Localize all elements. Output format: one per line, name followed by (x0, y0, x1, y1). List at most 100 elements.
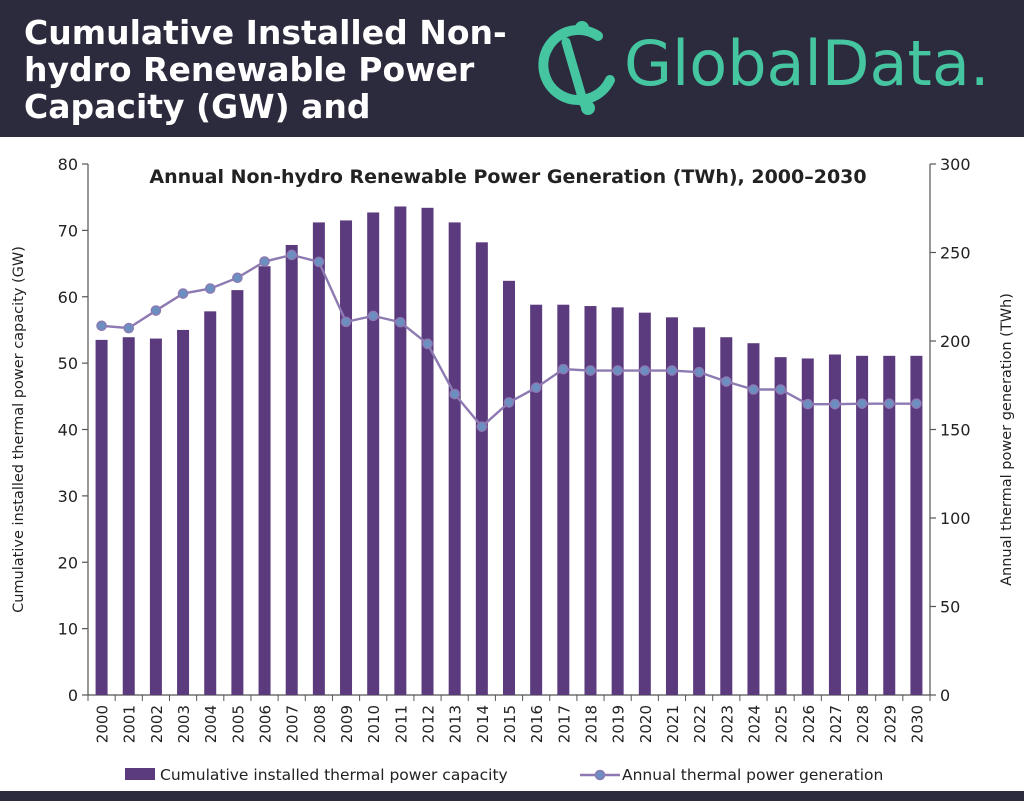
y-left-tick-label: 10 (58, 620, 78, 639)
generation-point (775, 384, 786, 395)
generation-point (720, 376, 732, 387)
generation-point (177, 288, 189, 299)
generation-point (259, 256, 270, 267)
generation-point (693, 366, 705, 378)
legend-swatch-capacity (125, 768, 155, 780)
x-tick-label: 2011 (392, 705, 410, 743)
x-tick-label: 2002 (148, 705, 166, 743)
generation-point (612, 365, 623, 376)
y-left-tick-label: 60 (58, 288, 78, 307)
x-tick-label: 2024 (745, 705, 763, 743)
generation-point (883, 398, 895, 409)
x-tick-label: 2000 (94, 705, 112, 743)
x-tick-label: 2004 (202, 705, 220, 743)
capacity-bar (557, 304, 570, 695)
capacity-bar (774, 357, 787, 695)
capacity-bar (665, 317, 678, 695)
generation-point (150, 305, 162, 316)
globaldata-logo: GlobalData. (532, 20, 1012, 118)
capacity-bar (883, 355, 896, 695)
legend-label-generation: Annual thermal power generation (622, 766, 883, 784)
y-left-axis-label: Cumulative installed thermal power capac… (11, 246, 27, 613)
capacity-bar (530, 304, 543, 695)
x-tick-label: 2007 (284, 705, 302, 743)
generation-point (802, 398, 814, 410)
generation-point (558, 363, 569, 375)
x-tick-label: 2003 (175, 705, 193, 743)
globaldata-logo-icon (538, 21, 615, 115)
generation-point (449, 388, 460, 400)
capacity-bar (95, 339, 108, 695)
x-tick-label: 2027 (827, 705, 845, 743)
generation-point (530, 382, 542, 394)
generation-point (476, 421, 488, 432)
x-tick-label: 2022 (691, 705, 709, 743)
x-tick-label: 2009 (338, 705, 356, 743)
x-tick-label: 2028 (854, 705, 872, 743)
x-tick-label: 2013 (447, 705, 465, 743)
capacity-bar (801, 358, 814, 695)
y-left-tick-label: 70 (58, 221, 78, 240)
x-tick-label: 2029 (881, 705, 899, 743)
legend-swatch-generation-marker (594, 769, 606, 781)
capacity-bar (258, 266, 271, 695)
capacity-bar (177, 329, 190, 695)
x-tick-label: 2006 (257, 705, 275, 743)
y-right-tick-label: 250 (940, 244, 971, 263)
x-tick-label: 2015 (501, 705, 519, 743)
y-right-axis-label: Annual thermal power generation (TWh) (999, 293, 1015, 586)
x-tick-label: 2020 (637, 705, 655, 743)
capacity-bar (340, 220, 353, 695)
header-title: Cumulative Installed Non-hydro Renewable… (24, 13, 507, 126)
capacity-bar (611, 307, 624, 695)
x-tick-label: 2010 (365, 705, 383, 743)
capacity-bar (856, 355, 869, 695)
capacity-bar (910, 355, 923, 695)
y-right-tick-label: 300 (940, 155, 971, 174)
x-tick-label: 2019 (610, 705, 628, 743)
generation-point (96, 320, 107, 332)
chart-title: Annual Non-hydro Renewable Power Generat… (149, 166, 866, 188)
capacity-bar (285, 244, 298, 695)
capacity-bar (747, 343, 760, 695)
y-left-tick-label: 80 (58, 155, 78, 174)
capacity-bar (638, 312, 651, 695)
y-left-tick-label: 50 (58, 354, 78, 373)
x-tick-label: 2025 (773, 705, 791, 743)
generation-point (585, 365, 596, 376)
y-right-tick-label: 200 (940, 332, 971, 351)
y-left-tick-label: 30 (58, 487, 78, 506)
generation-point (856, 398, 868, 409)
capacity-bar (421, 207, 434, 695)
generation-point (911, 398, 922, 409)
generation-point (422, 338, 433, 350)
x-tick-label: 2016 (528, 705, 546, 743)
x-tick-label: 2030 (908, 705, 926, 743)
x-tick-label: 2023 (718, 705, 736, 743)
x-tick-label: 2026 (800, 705, 818, 743)
capacity-bar (584, 306, 597, 695)
capacity-bar (828, 354, 841, 695)
generation-point (313, 256, 325, 268)
x-tick-label: 2017 (555, 705, 573, 743)
capacity-bar (394, 206, 407, 695)
y-right-tick-label: 100 (940, 509, 971, 528)
generation-point (367, 310, 379, 322)
capacity-bar (312, 222, 325, 695)
generation-point (748, 384, 759, 395)
capacity-bar (122, 337, 135, 695)
globaldata-logo-text: GlobalData. (624, 27, 990, 100)
generation-point (340, 316, 352, 328)
generation-point (829, 398, 841, 410)
capacity-bar (204, 311, 217, 695)
capacity-bar (367, 212, 380, 696)
y-right-tick-label: 150 (940, 421, 971, 440)
y-right-tick-label: 0 (940, 686, 950, 705)
footer-bar (0, 791, 1024, 801)
y-left-tick-label: 0 (68, 686, 78, 705)
capacity-bar (720, 337, 733, 695)
combo-chart: Annual Non-hydro Renewable Power Generat… (11, 155, 1015, 784)
x-tick-label: 2005 (229, 705, 247, 743)
capacity-bar (448, 222, 461, 695)
x-tick-label: 2001 (121, 705, 139, 743)
